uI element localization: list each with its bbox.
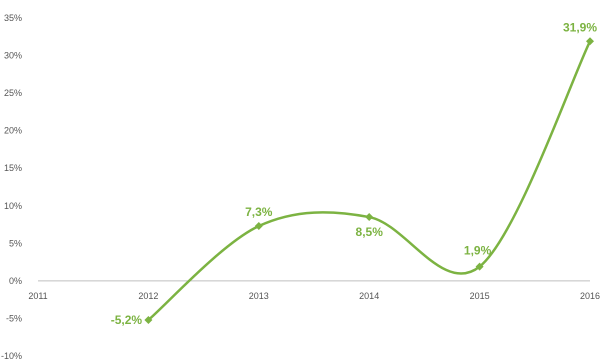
data-label: 1,9% <box>464 244 492 258</box>
x-tick-label: 2014 <box>359 291 379 301</box>
data-point-marker <box>365 213 374 222</box>
data-point-marker <box>144 315 153 324</box>
y-tick-label: 15% <box>4 163 22 173</box>
y-tick-label: 25% <box>4 88 22 98</box>
y-axis-labels: -10% -5% 0% 5% 10% 15% 20% 25% 30% 35% <box>1 13 22 361</box>
y-tick-label: -10% <box>1 351 22 361</box>
data-point-marker <box>254 222 263 231</box>
y-tick-label: 5% <box>9 238 22 248</box>
data-labels: -5,2% 7,3% 8,5% 1,9% 31,9% <box>111 20 598 327</box>
data-point-marker <box>475 262 484 271</box>
y-tick-label: 35% <box>4 13 22 23</box>
data-markers <box>144 37 594 324</box>
x-tick-label: 2011 <box>28 291 47 301</box>
x-axis-labels: 2011 2012 2013 2014 2015 2016 <box>28 291 600 301</box>
series-line <box>147 40 592 322</box>
y-tick-label: 20% <box>4 126 22 136</box>
y-tick-label: 30% <box>4 51 22 61</box>
x-tick-label: 2012 <box>138 291 158 301</box>
y-tick-label: 10% <box>4 201 22 211</box>
data-point-marker <box>586 37 594 46</box>
x-tick-label: 2015 <box>470 291 490 301</box>
y-tick-label: 0% <box>9 276 22 286</box>
data-label: -5,2% <box>111 313 143 327</box>
x-tick-label: 2016 <box>580 291 600 301</box>
y-tick-label: -5% <box>6 313 22 323</box>
data-label: 31,9% <box>563 20 597 34</box>
x-tick-label: 2013 <box>249 291 269 301</box>
data-label: 8,5% <box>356 225 384 239</box>
data-label: 7,3% <box>245 205 273 219</box>
